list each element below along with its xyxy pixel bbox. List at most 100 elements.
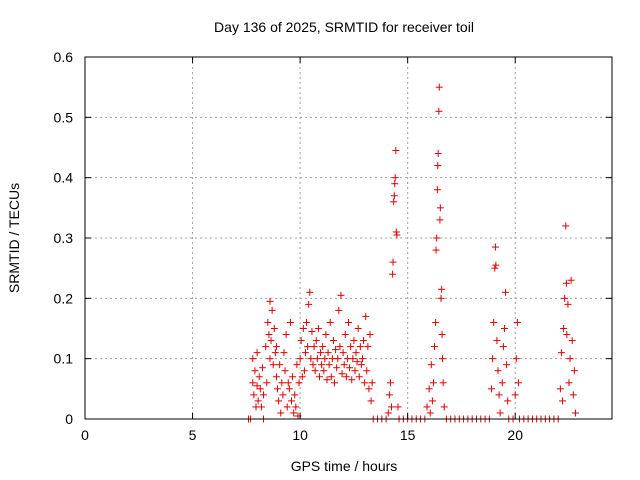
- data-point: [423, 403, 431, 411]
- data-point: [289, 373, 297, 381]
- data-point: [495, 391, 503, 399]
- data-point: [342, 373, 350, 381]
- data-point: [364, 343, 372, 351]
- data-point: [345, 318, 352, 326]
- data-point: [428, 397, 436, 405]
- y-tick-label: 0.4: [54, 170, 74, 186]
- data-point: [366, 331, 374, 339]
- data-point: [325, 361, 333, 369]
- data-point: [327, 373, 335, 381]
- data-point: [293, 361, 301, 369]
- data-point: [432, 318, 440, 326]
- axis-ticks: 0 5 10 15 20 0 0.1 0.2 0.3 0.4 0.5 0.6: [54, 49, 612, 443]
- data-point: [337, 291, 345, 299]
- data-point: [432, 246, 440, 254]
- data-point: [491, 243, 499, 251]
- data-point: [311, 367, 319, 375]
- data-point: [391, 180, 399, 188]
- data-point: [512, 355, 520, 363]
- data-point: [249, 379, 257, 387]
- data-point: [357, 361, 365, 369]
- data-point: [500, 325, 508, 332]
- data-point: [434, 150, 442, 158]
- data-point: [562, 279, 570, 287]
- data-point: [390, 198, 398, 206]
- data-point: [331, 379, 339, 387]
- data-point: [511, 391, 519, 399]
- data-point: [251, 367, 259, 375]
- data-point: [436, 204, 444, 212]
- data-point: [268, 306, 276, 314]
- data-point: [564, 300, 572, 308]
- y-tick-label: 0.3: [54, 230, 74, 246]
- data-point: [319, 343, 327, 351]
- data-point: [318, 361, 326, 369]
- data-point: [284, 379, 292, 387]
- data-point: [303, 318, 311, 326]
- data-point: [426, 409, 434, 417]
- x-tick-label: 5: [189, 427, 197, 443]
- data-point: [272, 373, 280, 381]
- data-point: [388, 403, 396, 411]
- data-point: [274, 385, 282, 393]
- data-point: [338, 370, 346, 378]
- data-point: [280, 349, 288, 357]
- data-point: [365, 385, 373, 393]
- data-point: [440, 403, 448, 411]
- data-point: [304, 343, 312, 351]
- data-point: [266, 297, 274, 305]
- data-point: [269, 361, 277, 369]
- data-point: [355, 373, 363, 381]
- data-point: [350, 337, 358, 345]
- data-point: [488, 385, 496, 393]
- data-point: [392, 147, 400, 155]
- data-point: [278, 379, 286, 387]
- data-point: [296, 355, 304, 363]
- data-point: [285, 385, 293, 393]
- data-point: [499, 343, 507, 351]
- data-point: [429, 379, 437, 387]
- data-point: [354, 325, 362, 332]
- data-point: [253, 349, 261, 357]
- data-point: [272, 343, 280, 351]
- data-point: [299, 325, 307, 332]
- data-point: [352, 349, 360, 357]
- data-point: [362, 312, 370, 320]
- data-point: [504, 397, 512, 405]
- data-point: [322, 331, 330, 339]
- data-point: [329, 337, 337, 345]
- data-point: [513, 318, 521, 326]
- data-point: [277, 409, 285, 417]
- data-point: [320, 367, 328, 375]
- data-point: [307, 355, 315, 363]
- data-point: [502, 288, 510, 296]
- data-point: [306, 288, 314, 296]
- data-point: [353, 358, 361, 366]
- data-point: [298, 373, 306, 381]
- y-tick-label: 0.2: [54, 290, 74, 306]
- y-axis-label: SRMTID / TECUs: [6, 183, 22, 293]
- data-point: [317, 349, 325, 357]
- data-point: [384, 409, 392, 417]
- data-point: [340, 361, 348, 369]
- data-point: [291, 391, 299, 399]
- data-point: [569, 391, 577, 399]
- data-point: [323, 376, 331, 384]
- data-point: [249, 355, 257, 363]
- data-point: [493, 337, 501, 345]
- data-point: [390, 192, 398, 200]
- data-point: [305, 300, 313, 308]
- data-point: [433, 186, 441, 194]
- data-point: [436, 216, 444, 224]
- data-point: [334, 355, 342, 363]
- data-point: [566, 355, 574, 363]
- data-point: [258, 364, 266, 372]
- data-point: [341, 331, 349, 339]
- data-point: [498, 379, 506, 387]
- data-point: [256, 385, 264, 393]
- gridlines: [85, 57, 612, 419]
- data-point: [326, 318, 334, 326]
- data-point: [267, 337, 275, 345]
- data-point: [333, 364, 341, 372]
- data-point: [257, 403, 265, 411]
